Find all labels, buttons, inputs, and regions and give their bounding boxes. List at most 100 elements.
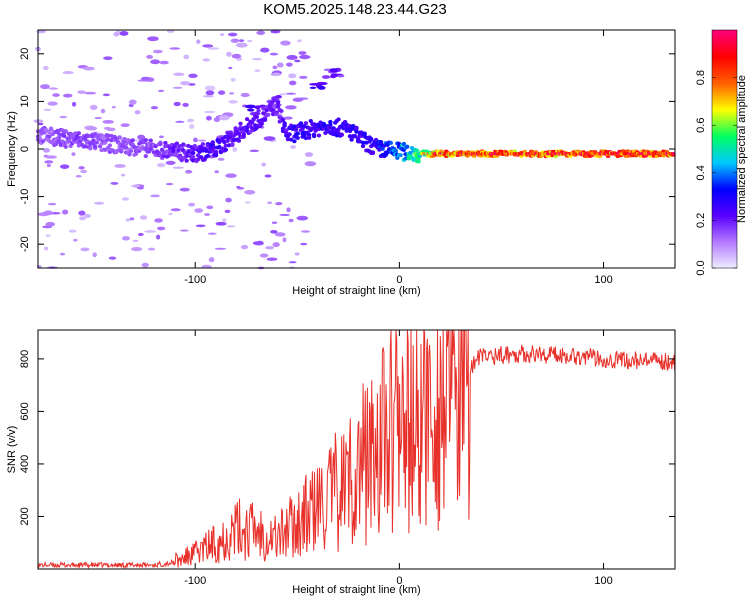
spectrogram-cell [641,149,647,153]
spectrogram-cell [288,137,294,142]
colorbar-band [712,123,737,126]
colorbar-band [712,218,737,221]
spectrogram-cell [309,86,317,90]
colorbar-band [712,129,737,132]
spectrogram-cell [193,137,198,143]
spectrogram-cell [188,73,198,79]
spectrogram-cell [84,213,91,219]
spectrogram-cell [169,47,181,50]
colorbar-band [712,162,737,166]
spectrogram-cell [262,117,268,122]
spectrogram-cell [80,247,90,252]
spectrogram-cell [156,234,161,240]
spectrogram-cell [435,152,438,156]
colorbar-band [712,194,737,198]
spectrogram-cell [275,100,281,105]
spectrogram-cell [47,101,58,106]
colorbar-band [712,206,737,210]
colorbar-band [712,47,737,51]
spectrogram-cell [418,152,422,156]
colorbar-gradient [712,30,737,269]
spectrogram-cell [44,160,54,164]
spectrogram-cell [179,229,189,232]
spectrogram-cell [263,136,276,141]
spectrogram-cell [181,142,186,147]
spectrogram-cell [101,134,106,139]
spectrogram-cell [110,181,119,185]
spectrogram-cell [61,209,69,215]
colorbar-band [712,33,737,37]
spectrogram-cell [223,147,229,152]
spectrogram-cell [254,115,260,120]
spectrogram-cell [244,201,251,204]
spectrogram-cell [256,108,261,113]
colorbar-band [712,228,737,231]
spectrogram-cell [71,152,76,156]
spectrogram-cell [213,117,221,123]
colorbar-band [712,141,737,144]
spectrogram-cell [575,152,579,156]
spectrogram-cell [629,152,633,156]
spectrogram-cell [240,92,250,98]
colorbar-band [712,85,737,89]
spectrogram-cell [622,152,626,156]
spectrogram-cell [130,138,135,143]
colorbar-band [712,93,737,97]
spectrogram-cell [272,242,280,248]
spectrogram-cell [231,137,237,142]
spectrogram-cell [251,58,263,61]
spectrogram-cell [665,152,669,156]
spectrogram-cell [226,225,236,228]
spectrogram-cell [173,101,181,107]
spectrogram-cell [190,150,196,155]
y-tick-label: 20 [19,48,31,60]
spectrogram-cell [373,137,379,142]
spectrogram-cell [94,117,102,120]
spectrogram-cell [621,152,625,156]
colorbar-band [712,69,737,73]
colorbar-band [712,184,737,188]
spectrogram-cell [122,197,129,201]
spectrogram-cell [552,152,556,156]
spectrogram-cell [246,108,255,112]
colorbar-band [712,103,737,106]
spectrogram-cell [45,221,56,227]
spectrogram-cell [275,201,283,206]
spectrogram-cell [261,162,266,167]
spectrogram-cell [360,144,366,149]
spectrogram-cell [230,142,235,147]
spectrogram-cell [420,152,424,156]
spectrogram-cell [534,152,538,156]
spectrogram-cell [311,132,317,137]
colorbar-band [712,264,737,267]
spectrogram-cell [286,55,298,60]
colorbar-band [712,99,737,102]
spectrogram-cell [165,183,174,186]
spectrogram-cell [276,62,284,68]
colorbar-band [712,91,737,95]
spectrogram-cell [454,152,458,156]
colorbar-band [712,214,737,218]
spectrogram-cell [280,118,286,123]
colorbar-band [712,87,737,91]
x-tick-label: -100 [184,575,206,587]
spectrogram-cell [493,152,497,156]
spectrogram-cell [241,132,246,137]
spectrogram-cell [37,122,44,126]
y-tick-label: 600 [19,402,31,420]
spectrogram-cell [36,29,46,34]
spectrogram-cell [288,218,294,223]
spectrogram-cell [404,144,410,149]
spectrogram-cell [196,39,201,44]
spectrogram-cell [222,218,227,223]
spectrogram-cell [128,149,134,154]
spectrogram-cell [59,115,68,119]
spectrogram-cell [92,144,98,149]
spectrogram-cell [150,105,159,110]
spectrogram-cell [288,80,297,86]
colorbar-band [712,172,737,176]
spectrogram-cell [170,208,181,212]
spectrogram-cell [158,142,163,147]
colorbar-band [712,174,737,178]
spectrogram-cell [290,144,296,149]
